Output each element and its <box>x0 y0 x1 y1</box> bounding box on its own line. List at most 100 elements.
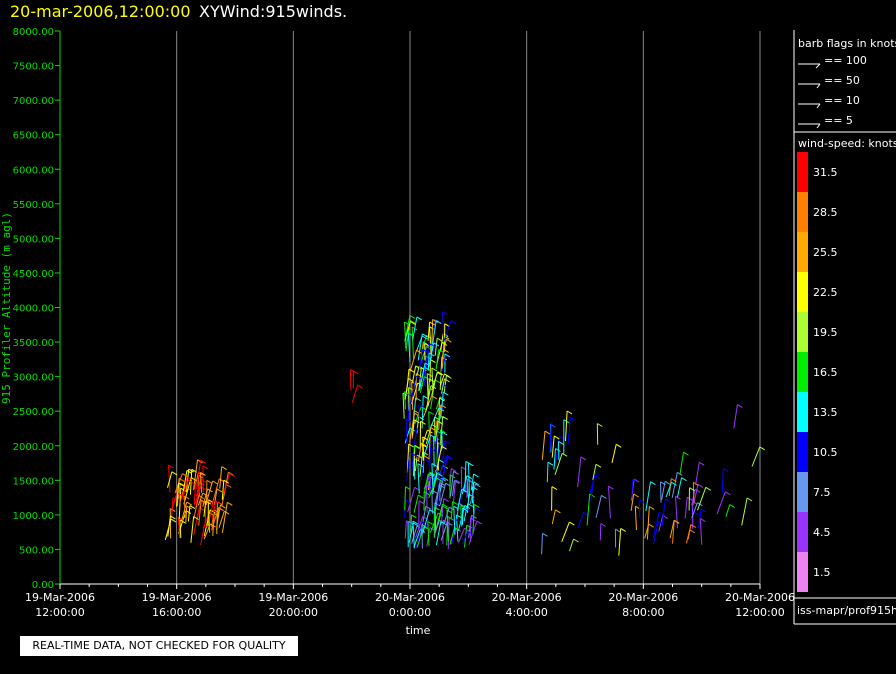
wind-barb <box>631 479 634 497</box>
wind-barb-flag <box>434 502 441 507</box>
barb-legend-label: == 100 <box>824 54 867 67</box>
y-tick-label: 4000.00 <box>13 304 54 315</box>
wind-barb-flag <box>405 486 411 491</box>
wind-barb <box>691 502 698 519</box>
wind-barb <box>404 391 406 410</box>
y-tick-label: 5500.00 <box>13 200 54 211</box>
wind-barb <box>460 505 463 527</box>
y-tick-label: 6000.00 <box>13 165 54 176</box>
wind-barb-flag <box>597 423 603 427</box>
wind-barb-flag <box>689 529 695 534</box>
wind-barb-flag <box>186 505 193 510</box>
wind-barb-flag <box>437 472 443 477</box>
wind-barb-flag <box>729 504 735 509</box>
wind-barb-flag <box>700 518 706 523</box>
wind-barb-flag <box>206 479 213 484</box>
wind-barb <box>211 500 217 521</box>
wind-barb <box>418 442 422 461</box>
wind-barb <box>351 384 358 404</box>
wind-barb-flag <box>683 451 689 456</box>
wind-barb <box>434 520 440 535</box>
wind-barb-flag <box>746 497 753 502</box>
wind-barb-flag <box>633 493 639 498</box>
wind-barb <box>685 529 691 544</box>
wind-barb <box>417 463 420 494</box>
y-tick-label: 500.00 <box>19 545 54 556</box>
wind-barb-flag <box>593 471 600 476</box>
x-tick-date: 20-Mar-2006 <box>608 591 678 604</box>
wind-barb <box>427 321 431 341</box>
wind-barb <box>406 443 410 473</box>
wind-barb-flag <box>195 483 201 488</box>
wind-barb-flag <box>436 470 442 475</box>
wind-barb-flag <box>223 479 230 484</box>
wind-barb-flag <box>681 477 687 482</box>
wind-barb <box>196 460 202 490</box>
wind-barb <box>458 528 465 543</box>
wind-barb-flag <box>421 524 428 528</box>
wind-barb-flag <box>424 362 431 367</box>
wind-barb-flag <box>463 507 470 512</box>
wind-barb <box>471 486 475 515</box>
wind-barb <box>652 512 660 539</box>
x-tick-time: 12:00:00 <box>735 606 784 619</box>
wind-barb-flag <box>444 378 450 383</box>
wind-barb-flag <box>417 463 424 468</box>
wind-barb-flag <box>447 456 453 460</box>
wind-barb <box>410 454 414 476</box>
wind-barb <box>183 477 192 505</box>
wind-barb <box>634 506 637 531</box>
wind-barb-flag <box>569 521 575 526</box>
wind-barb <box>668 478 672 496</box>
y-tick-label: 8000.00 <box>13 27 54 38</box>
wind-barb <box>406 369 410 392</box>
wind-barb <box>553 448 556 470</box>
wind-barb-flag <box>220 504 226 509</box>
speed-legend-swatch <box>797 232 808 272</box>
speed-legend-label: 16.5 <box>813 366 838 379</box>
wind-barb-flag <box>440 477 447 482</box>
wind-barb <box>216 501 218 535</box>
wind-barb-flag <box>615 443 622 448</box>
wind-barb-flag <box>475 507 481 512</box>
wind-barb-flag <box>648 523 654 528</box>
wind-barb-flag <box>170 515 176 520</box>
grid-lines <box>176 31 761 584</box>
wind-barb-flag <box>558 440 564 445</box>
wind-barb-flag <box>705 486 712 491</box>
wind-barb-flag <box>423 455 430 460</box>
wind-barb-flag <box>566 410 573 415</box>
wind-barb-flag <box>416 428 423 432</box>
wind-barb <box>698 509 702 528</box>
wind-barb <box>422 509 430 534</box>
wind-barb <box>577 512 585 528</box>
wind-barb <box>440 333 444 352</box>
wind-barb-flag <box>673 519 680 524</box>
wind-barb-flag <box>218 507 224 512</box>
wind-barb <box>741 497 748 526</box>
wind-barb-flag <box>188 479 194 484</box>
wind-barb <box>183 496 186 518</box>
wind-barb-flag <box>168 464 174 469</box>
wind-barb <box>421 395 424 429</box>
wind-barb-flag <box>693 511 699 516</box>
wind-barb <box>436 431 439 465</box>
wind-barb-flag <box>200 478 207 483</box>
wind-barb <box>608 486 611 519</box>
speed-legend-label: 4.5 <box>813 526 831 539</box>
wind-barb <box>464 461 467 493</box>
wind-barb <box>406 452 411 481</box>
y-tick-label: 3500.00 <box>13 338 54 349</box>
wind-barb-flag <box>416 454 423 459</box>
wind-barb-flag <box>589 493 595 498</box>
wind-barb <box>630 478 635 501</box>
wind-barb <box>439 355 447 377</box>
wind-barb <box>218 511 225 528</box>
wind-barb <box>213 488 218 505</box>
wind-barb <box>569 538 574 552</box>
wind-barb <box>468 462 470 497</box>
wind-barb <box>417 333 423 361</box>
wind-barb-flag <box>432 318 438 323</box>
wind-barb-flag <box>595 463 602 468</box>
wind-barb <box>546 462 549 483</box>
